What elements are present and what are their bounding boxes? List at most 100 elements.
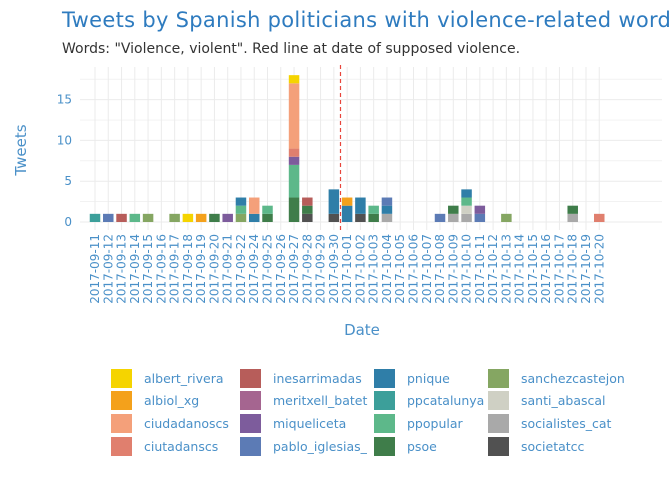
legend-swatch xyxy=(374,414,395,433)
legend-label: sanchezcastejon xyxy=(521,371,625,386)
x-tick-label: 2017-09-19 xyxy=(194,234,208,304)
bar-segment xyxy=(235,197,247,206)
legend-item: meritxell_batet xyxy=(240,391,367,410)
bar-segment xyxy=(262,213,273,222)
legend-item: albert_rivera xyxy=(111,369,224,388)
bar-segment xyxy=(262,205,273,214)
bar-stack xyxy=(368,205,379,222)
bar-segment xyxy=(341,205,353,222)
bar-stack xyxy=(142,213,154,222)
bar-stack xyxy=(169,213,180,222)
bar-segment xyxy=(448,205,459,214)
bar-stack xyxy=(501,213,512,222)
legend-item: inesarrimadas xyxy=(240,369,362,388)
legend-item: ppopular xyxy=(374,414,464,433)
bar-stack xyxy=(381,197,393,222)
bar-segment xyxy=(129,213,141,222)
bar-segment xyxy=(195,213,207,222)
legend-label: ciutadanscs xyxy=(144,439,218,454)
legend-swatch xyxy=(240,437,261,456)
bar-segment xyxy=(288,83,300,149)
bar-segment xyxy=(381,197,393,206)
legend-item: psoe xyxy=(374,437,437,456)
legend-item: pablo_iglesias_ xyxy=(240,437,368,456)
bar-segment xyxy=(461,189,472,198)
bar-stack xyxy=(129,213,141,222)
legend-swatch xyxy=(240,414,261,433)
bar-segment xyxy=(355,213,366,222)
x-tick-label: 2017-09-18 xyxy=(181,234,195,304)
bar-segment xyxy=(288,75,300,84)
bar-segment xyxy=(501,213,512,222)
legend-item: sanchezcastejon xyxy=(488,369,625,388)
legend-swatch xyxy=(488,437,509,456)
x-tick-label: 2017-10-04 xyxy=(380,234,394,304)
x-tick-label: 2017-09-30 xyxy=(327,234,341,304)
legend-label: miquelicetа xyxy=(273,416,346,431)
legend-swatch xyxy=(488,369,509,388)
legend-item: ciudadanoscs xyxy=(111,414,229,433)
bar-segment xyxy=(381,205,393,214)
legend-swatch xyxy=(240,391,261,410)
bar-stack xyxy=(235,197,247,222)
x-tick-label: 2017-09-16 xyxy=(154,234,168,304)
bar-stack xyxy=(116,213,127,222)
x-tick-label: 2017-09-24 xyxy=(247,234,261,304)
legend-item: albiol_xg xyxy=(111,391,199,410)
x-tick-label: 2017-10-03 xyxy=(367,234,381,304)
legend-label: albert_rivera xyxy=(144,371,224,386)
bar-stack xyxy=(434,213,446,222)
chart-title: Tweets by Spanish politicians with viole… xyxy=(62,8,672,32)
bar-segment xyxy=(116,213,127,222)
legend-swatch xyxy=(111,369,132,388)
bar-segment xyxy=(302,205,313,214)
bar-stack xyxy=(195,213,207,222)
bar-segment xyxy=(288,148,300,157)
bar-segment xyxy=(302,213,313,222)
legend-label: inesarrimadas xyxy=(273,371,362,386)
legend-item: societatcc xyxy=(488,437,585,456)
bar-segment xyxy=(302,197,313,206)
legend-item: ciutadanscs xyxy=(111,437,218,456)
x-tick-label: 2017-10-01 xyxy=(340,234,354,304)
x-tick-label: 2017-10-14 xyxy=(513,234,527,304)
bar-segment xyxy=(222,213,233,222)
x-tick-label: 2017-10-07 xyxy=(420,234,434,304)
x-axis-title: Date xyxy=(344,321,380,339)
legend-swatch xyxy=(488,414,509,433)
x-tick-label: 2017-09-20 xyxy=(207,234,221,304)
x-tick-label: 2017-10-17 xyxy=(552,234,566,304)
legend-swatch xyxy=(488,391,509,410)
legend-label: albiol_xg xyxy=(144,393,199,408)
legend-swatch xyxy=(111,437,132,456)
bar-segment xyxy=(461,197,472,206)
bar-segment xyxy=(594,213,605,222)
bar-segment xyxy=(182,213,194,222)
x-tick-label: 2017-10-19 xyxy=(579,234,593,304)
bar-stack xyxy=(209,213,220,222)
bar-segment xyxy=(169,213,180,222)
legend-swatch xyxy=(240,369,261,388)
legend-label: ppopular xyxy=(407,416,464,431)
bar-segment xyxy=(567,205,578,214)
bar-stack xyxy=(89,213,101,222)
legend: albert_rivera albiol_xg ciudadanoscs ciutad… xyxy=(111,369,625,456)
legend-swatch xyxy=(374,391,395,410)
x-tick-label: 2017-09-22 xyxy=(234,234,248,304)
legend-label: socialistes_cat xyxy=(521,416,612,431)
legend-label: psoe xyxy=(407,439,437,454)
bar-segment xyxy=(89,213,101,222)
y-tick-label: 15 xyxy=(57,93,72,107)
x-tick-label: 2017-09-14 xyxy=(128,234,142,304)
bar-stack xyxy=(288,75,300,222)
legend-label: ciudadanoscs xyxy=(144,416,229,431)
x-tick-label: 2017-09-21 xyxy=(221,234,235,304)
bar-stack xyxy=(182,213,194,222)
bar-stack xyxy=(341,197,353,222)
legend-item: miquelicetа xyxy=(240,414,346,433)
bar-segment xyxy=(461,213,472,222)
bar-segment xyxy=(461,205,472,214)
x-tick-label: 2017-09-25 xyxy=(261,234,275,304)
y-axis: 0 5 10 15 xyxy=(57,93,72,229)
x-tick-label: 2017-10-06 xyxy=(406,234,420,304)
